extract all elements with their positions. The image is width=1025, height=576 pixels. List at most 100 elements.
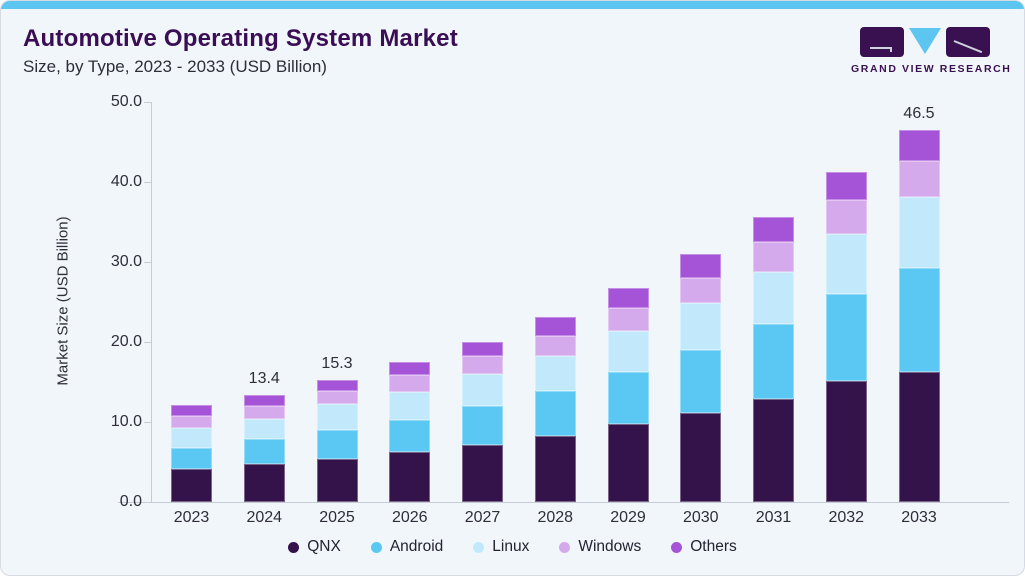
- legend-item-linux: Linux: [473, 538, 529, 556]
- bar-total-label: 46.5: [903, 105, 935, 122]
- bar-segment-linux: [898, 197, 940, 268]
- top-accent-bar: [1, 1, 1024, 9]
- legend: QNX Android Linux Windows Others: [1, 538, 1024, 556]
- bar-segment-linux: [825, 233, 867, 294]
- y-axis-tick: [144, 502, 151, 503]
- bar-segment-android: [462, 405, 503, 446]
- legend-label: Windows: [578, 538, 642, 555]
- bar-2025: [316, 379, 358, 502]
- bar-segment-qnx: [534, 436, 576, 502]
- bar-segment-qnx: [898, 371, 940, 502]
- x-axis-label: 2033: [901, 509, 937, 526]
- bar-segment-linux: [607, 330, 649, 373]
- bar-segment-android: [753, 323, 794, 399]
- y-axis-tick: [144, 422, 151, 423]
- x-axis-label: 2029: [610, 509, 646, 526]
- bar-segment-qnx: [680, 413, 722, 502]
- brand-logo: GRAND VIEW RESEARCH: [851, 27, 1012, 75]
- bar-2029: [607, 288, 649, 502]
- legend-marker-icon: [473, 541, 485, 553]
- bar-segment-linux: [534, 355, 576, 391]
- y-axis-tick-label: 20.0: [110, 333, 142, 350]
- x-axis-label: 2023: [173, 509, 210, 526]
- brand-name: GRAND VIEW RESEARCH: [851, 63, 1012, 75]
- bar-segment-others: [825, 172, 867, 201]
- bar-segment-linux: [316, 404, 358, 430]
- x-axis-label: 2024: [246, 509, 283, 526]
- bar-segment-others: [462, 342, 503, 356]
- bar-2028: [534, 317, 576, 502]
- x-axis-label: 2028: [537, 509, 574, 526]
- logo-square-right-icon: [946, 27, 990, 57]
- y-axis-tick: [144, 182, 151, 183]
- legend-marker-icon: [671, 541, 683, 553]
- bar-segment-windows: [389, 374, 431, 392]
- bar-segment-android: [898, 267, 940, 372]
- bar-segment-windows: [243, 405, 285, 419]
- bar-2031: [753, 217, 794, 502]
- bar-segment-linux: [680, 302, 722, 350]
- bar-total-label: 15.3: [321, 354, 353, 372]
- page-title: Automotive Operating System Market: [23, 25, 458, 52]
- x-axis-label: 2031: [755, 509, 792, 526]
- bar-2033: [898, 130, 940, 502]
- chart-header: Automotive Operating System Market Size,…: [23, 25, 458, 77]
- bar-segment-others: [171, 405, 212, 417]
- bar-segment-linux: [753, 271, 794, 324]
- bar-segment-qnx: [462, 445, 503, 502]
- y-axis-line: [151, 102, 152, 503]
- y-axis-tick: [144, 342, 151, 343]
- bar-segment-windows: [607, 307, 649, 331]
- bar-segment-linux: [243, 418, 285, 439]
- legend-label: Others: [690, 538, 737, 555]
- bar-2026: [389, 362, 431, 502]
- legend-label: Linux: [492, 538, 530, 555]
- bar-segment-windows: [171, 416, 212, 429]
- y-axis-tick: [144, 102, 151, 103]
- bar-2030: [680, 254, 722, 502]
- bar-total-label: 13.4: [248, 369, 280, 387]
- legend-item-android: Android: [370, 538, 443, 556]
- bar-segment-windows: [534, 335, 576, 356]
- bar-segment-others: [898, 130, 940, 162]
- bar-segment-others: [680, 254, 722, 278]
- bar-segment-others: [316, 379, 358, 391]
- bar-segment-windows: [680, 278, 722, 303]
- y-axis-tick-label: 10.0: [110, 413, 142, 430]
- bar-segment-qnx: [316, 458, 358, 502]
- bar-segment-qnx: [389, 452, 431, 502]
- bar-segment-android: [825, 293, 867, 382]
- bar-segment-android: [243, 438, 285, 464]
- bar-segment-linux: [171, 428, 212, 448]
- bar-segment-windows: [316, 390, 358, 405]
- bar-2027: [462, 342, 503, 502]
- bar-segment-windows: [462, 355, 503, 374]
- bar-segment-android: [171, 447, 212, 470]
- y-axis-tick-label: 40.0: [110, 173, 142, 190]
- legend-marker-icon: [559, 541, 571, 553]
- legend-item-qnx: QNX: [288, 538, 341, 556]
- bar-segment-windows: [898, 161, 940, 198]
- x-axis-label: 2025: [319, 509, 355, 526]
- bar-segment-others: [389, 362, 431, 375]
- bar-segment-others: [607, 288, 649, 308]
- y-axis-title: Market Size (USD Billion): [54, 216, 72, 386]
- bar-segment-linux: [389, 391, 431, 420]
- y-axis-tick: [144, 262, 151, 263]
- y-axis-tick-label: 30.0: [110, 253, 142, 270]
- bar-segment-qnx: [171, 469, 212, 502]
- bar-2032: [825, 172, 867, 502]
- bar-segment-linux: [462, 373, 503, 406]
- bar-segment-others: [534, 317, 576, 336]
- bar-segment-windows: [753, 241, 794, 272]
- bar-2024: [243, 394, 285, 502]
- bar-segment-android: [534, 390, 576, 437]
- legend-marker-icon: [370, 541, 382, 553]
- bar-segment-qnx: [825, 381, 867, 502]
- bar-segment-others: [243, 394, 285, 406]
- bar-segment-windows: [825, 200, 867, 234]
- y-axis-tick-label: 0.0: [119, 493, 142, 510]
- logo-triangle-down-icon: [909, 28, 941, 54]
- bar-segment-qnx: [607, 424, 649, 502]
